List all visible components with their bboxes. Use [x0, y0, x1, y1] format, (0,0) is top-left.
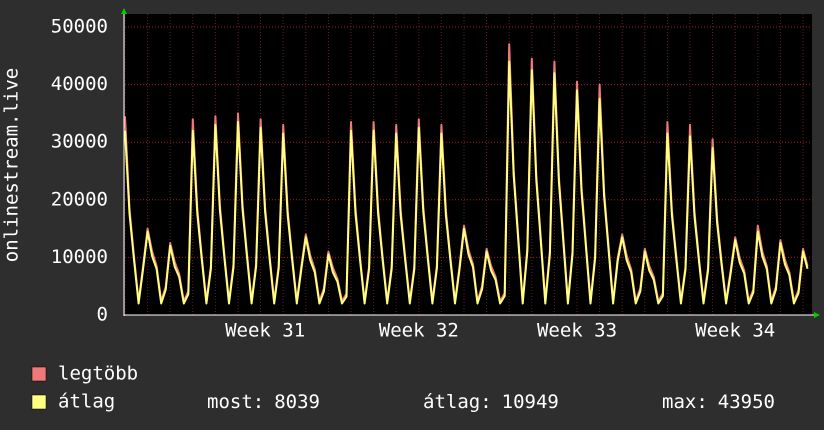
- y-tick-label: 50000: [51, 16, 108, 38]
- stat-label: átlag:: [423, 391, 492, 413]
- y-tick-label: 40000: [51, 73, 108, 95]
- grid: 0 10000 20000 30000 40000 50000 Week 31 Week 32…: [51, 14, 810, 342]
- x-tick-label: Week 32: [379, 320, 459, 342]
- y-tick-label: 20000: [51, 188, 108, 210]
- legend-label: átlag: [58, 391, 115, 413]
- stat: max: 43950: [662, 391, 775, 413]
- x-axis-arrow: [814, 312, 820, 318]
- lines: [124, 43, 809, 305]
- legend-label: legtöbb: [58, 363, 138, 385]
- data-line: [124, 60, 809, 305]
- stat-label: max:: [662, 391, 708, 413]
- stat-value: 43950: [718, 391, 775, 413]
- y-axis-label: onlinestream.live: [1, 68, 23, 262]
- y-tick-label: 0: [97, 304, 108, 326]
- y-tick-label: 10000: [51, 246, 108, 268]
- legend: legtöbb átlag most: 8039 átlag: 10949 max: 4395…: [31, 363, 775, 413]
- stat: átlag: 10949: [423, 391, 559, 413]
- legend-swatch: [31, 394, 47, 410]
- x-tick-label: Week 34: [695, 320, 775, 342]
- stat-value: 8039: [274, 391, 320, 413]
- stat-value: 10949: [502, 391, 559, 413]
- y-tick-label: 30000: [51, 131, 108, 153]
- y-axis-arrow: [121, 8, 127, 14]
- stat-label: most:: [207, 391, 264, 413]
- legend-swatch: [31, 366, 47, 382]
- x-tick-label: Week 33: [537, 320, 617, 342]
- x-tick-label: Week 31: [225, 320, 305, 342]
- stat: most: 8039: [207, 391, 320, 413]
